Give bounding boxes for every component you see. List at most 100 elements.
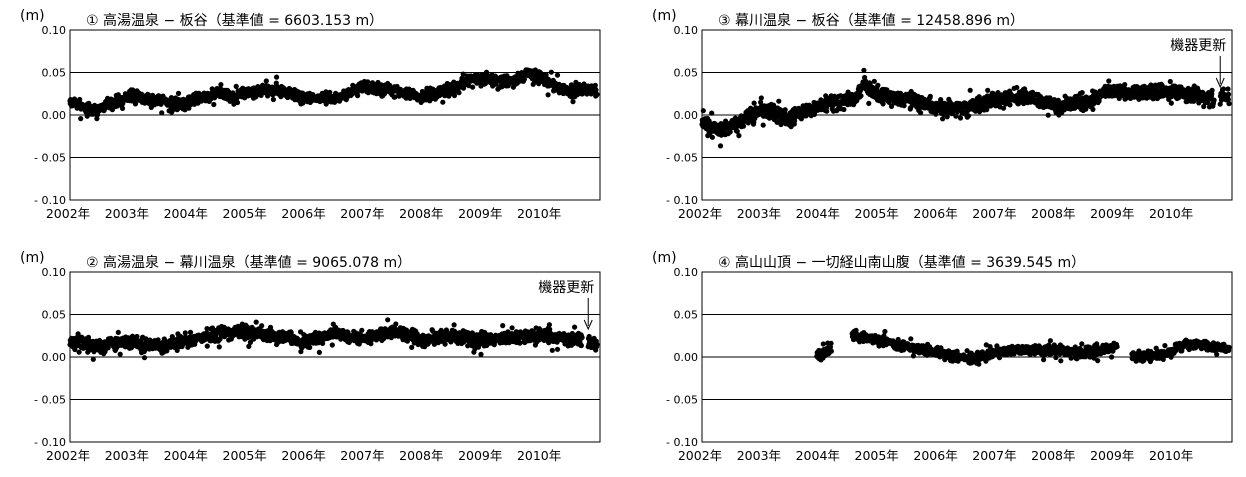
data-point (521, 76, 528, 82)
x-tick-label: 2004年 (796, 206, 840, 221)
data-point (460, 71, 466, 77)
data-point (554, 72, 561, 78)
data-point (1090, 106, 1096, 112)
data-point (1226, 91, 1232, 97)
data-point (593, 87, 599, 93)
data-point (119, 105, 126, 111)
data-point (824, 108, 830, 114)
data-point (861, 67, 867, 73)
data-point (75, 331, 81, 337)
data-point (78, 116, 84, 122)
data-point (1201, 103, 1207, 110)
data-point (451, 92, 458, 99)
data-series (699, 67, 1232, 149)
y-unit-label: (m) (652, 8, 677, 24)
data-point (216, 344, 222, 350)
data-point (470, 84, 476, 90)
x-tick-label: 2002年 (678, 206, 722, 221)
data-point (141, 355, 148, 361)
data-point (548, 69, 554, 75)
data-point (944, 114, 950, 120)
y-tick-label: - 0.05 (34, 394, 66, 407)
data-point (760, 122, 766, 128)
data-point (442, 341, 448, 347)
data-point (247, 339, 253, 345)
x-tick-label: 2003年 (737, 448, 781, 463)
data-point (549, 347, 555, 353)
data-point (204, 343, 210, 349)
data-point (1116, 95, 1122, 101)
data-point (270, 96, 276, 103)
y-tick-label: 0.10 (42, 266, 67, 279)
x-tick-label: 2005年 (855, 206, 899, 221)
data-point (709, 110, 715, 116)
data-point (465, 343, 471, 349)
data-point (886, 99, 892, 105)
data-point (1045, 112, 1051, 118)
data-point (218, 82, 224, 88)
data-point (1122, 82, 1128, 88)
data-point (927, 93, 933, 99)
data-point (393, 321, 399, 327)
y-tick-label: - 0.10 (34, 436, 66, 449)
data-point (1168, 100, 1174, 106)
data-point (209, 325, 216, 331)
annotation-arrowhead (1215, 77, 1225, 89)
data-point (1217, 101, 1223, 107)
data-point (159, 110, 165, 116)
data-point (478, 351, 484, 357)
x-tick-label: 2008年 (399, 206, 443, 221)
data-point (572, 324, 578, 330)
y-unit-label: (m) (652, 250, 677, 266)
data-point (115, 329, 121, 335)
data-point (828, 348, 834, 354)
y-tick-label: 0.10 (42, 24, 67, 37)
data-point (407, 95, 413, 101)
x-tick-label: 2006年 (913, 206, 957, 221)
data-point (776, 98, 782, 104)
annotation-label: 機器更新 (1170, 38, 1226, 54)
data-point (204, 326, 210, 332)
data-point (175, 90, 182, 96)
y-tick-label: - 0.05 (666, 152, 698, 165)
x-tick-label: 2005年 (223, 206, 267, 221)
data-point (97, 339, 103, 345)
data-point (329, 342, 335, 348)
x-tick-label: 2009年 (1090, 448, 1134, 463)
x-tick-label: 2006年 (913, 448, 957, 463)
x-tick-label: 2008年 (399, 448, 443, 463)
data-point (385, 317, 391, 323)
data-point (1225, 96, 1231, 103)
data-point (985, 87, 991, 93)
data-point (751, 100, 757, 106)
data-point (966, 113, 972, 119)
data-point (517, 340, 523, 346)
x-tick-label: 2004年 (796, 448, 840, 463)
data-point (211, 101, 217, 108)
x-tick-label: 2004年 (164, 206, 208, 221)
data-point (858, 93, 864, 99)
data-series (814, 327, 1232, 367)
y-tick-label: 0.00 (674, 109, 699, 122)
data-point (509, 325, 515, 331)
data-point (918, 110, 924, 116)
data-point (303, 333, 309, 339)
data-point (1106, 78, 1112, 84)
data-point (546, 322, 553, 328)
data-point (545, 92, 551, 98)
annotation-arrowhead (583, 319, 593, 331)
x-tick-label: 2007年 (972, 206, 1016, 221)
data-point (537, 69, 543, 76)
chart-panel-4: (m) ④ 高山山頂 − 一切経山南山腹（基準値 = 3639.545 m） 0… (632, 242, 1233, 463)
data-point (1226, 101, 1232, 107)
data-point (392, 94, 398, 100)
chart-panel-3: (m) ③ 幕川温泉 − 板谷（基準値 = 12458.896 m） 0.10 0… (632, 0, 1233, 221)
data-point (182, 330, 188, 336)
data-point (139, 91, 145, 97)
data-series (67, 317, 600, 362)
data-point (727, 129, 733, 135)
y-tick-label: 0.10 (674, 266, 699, 279)
